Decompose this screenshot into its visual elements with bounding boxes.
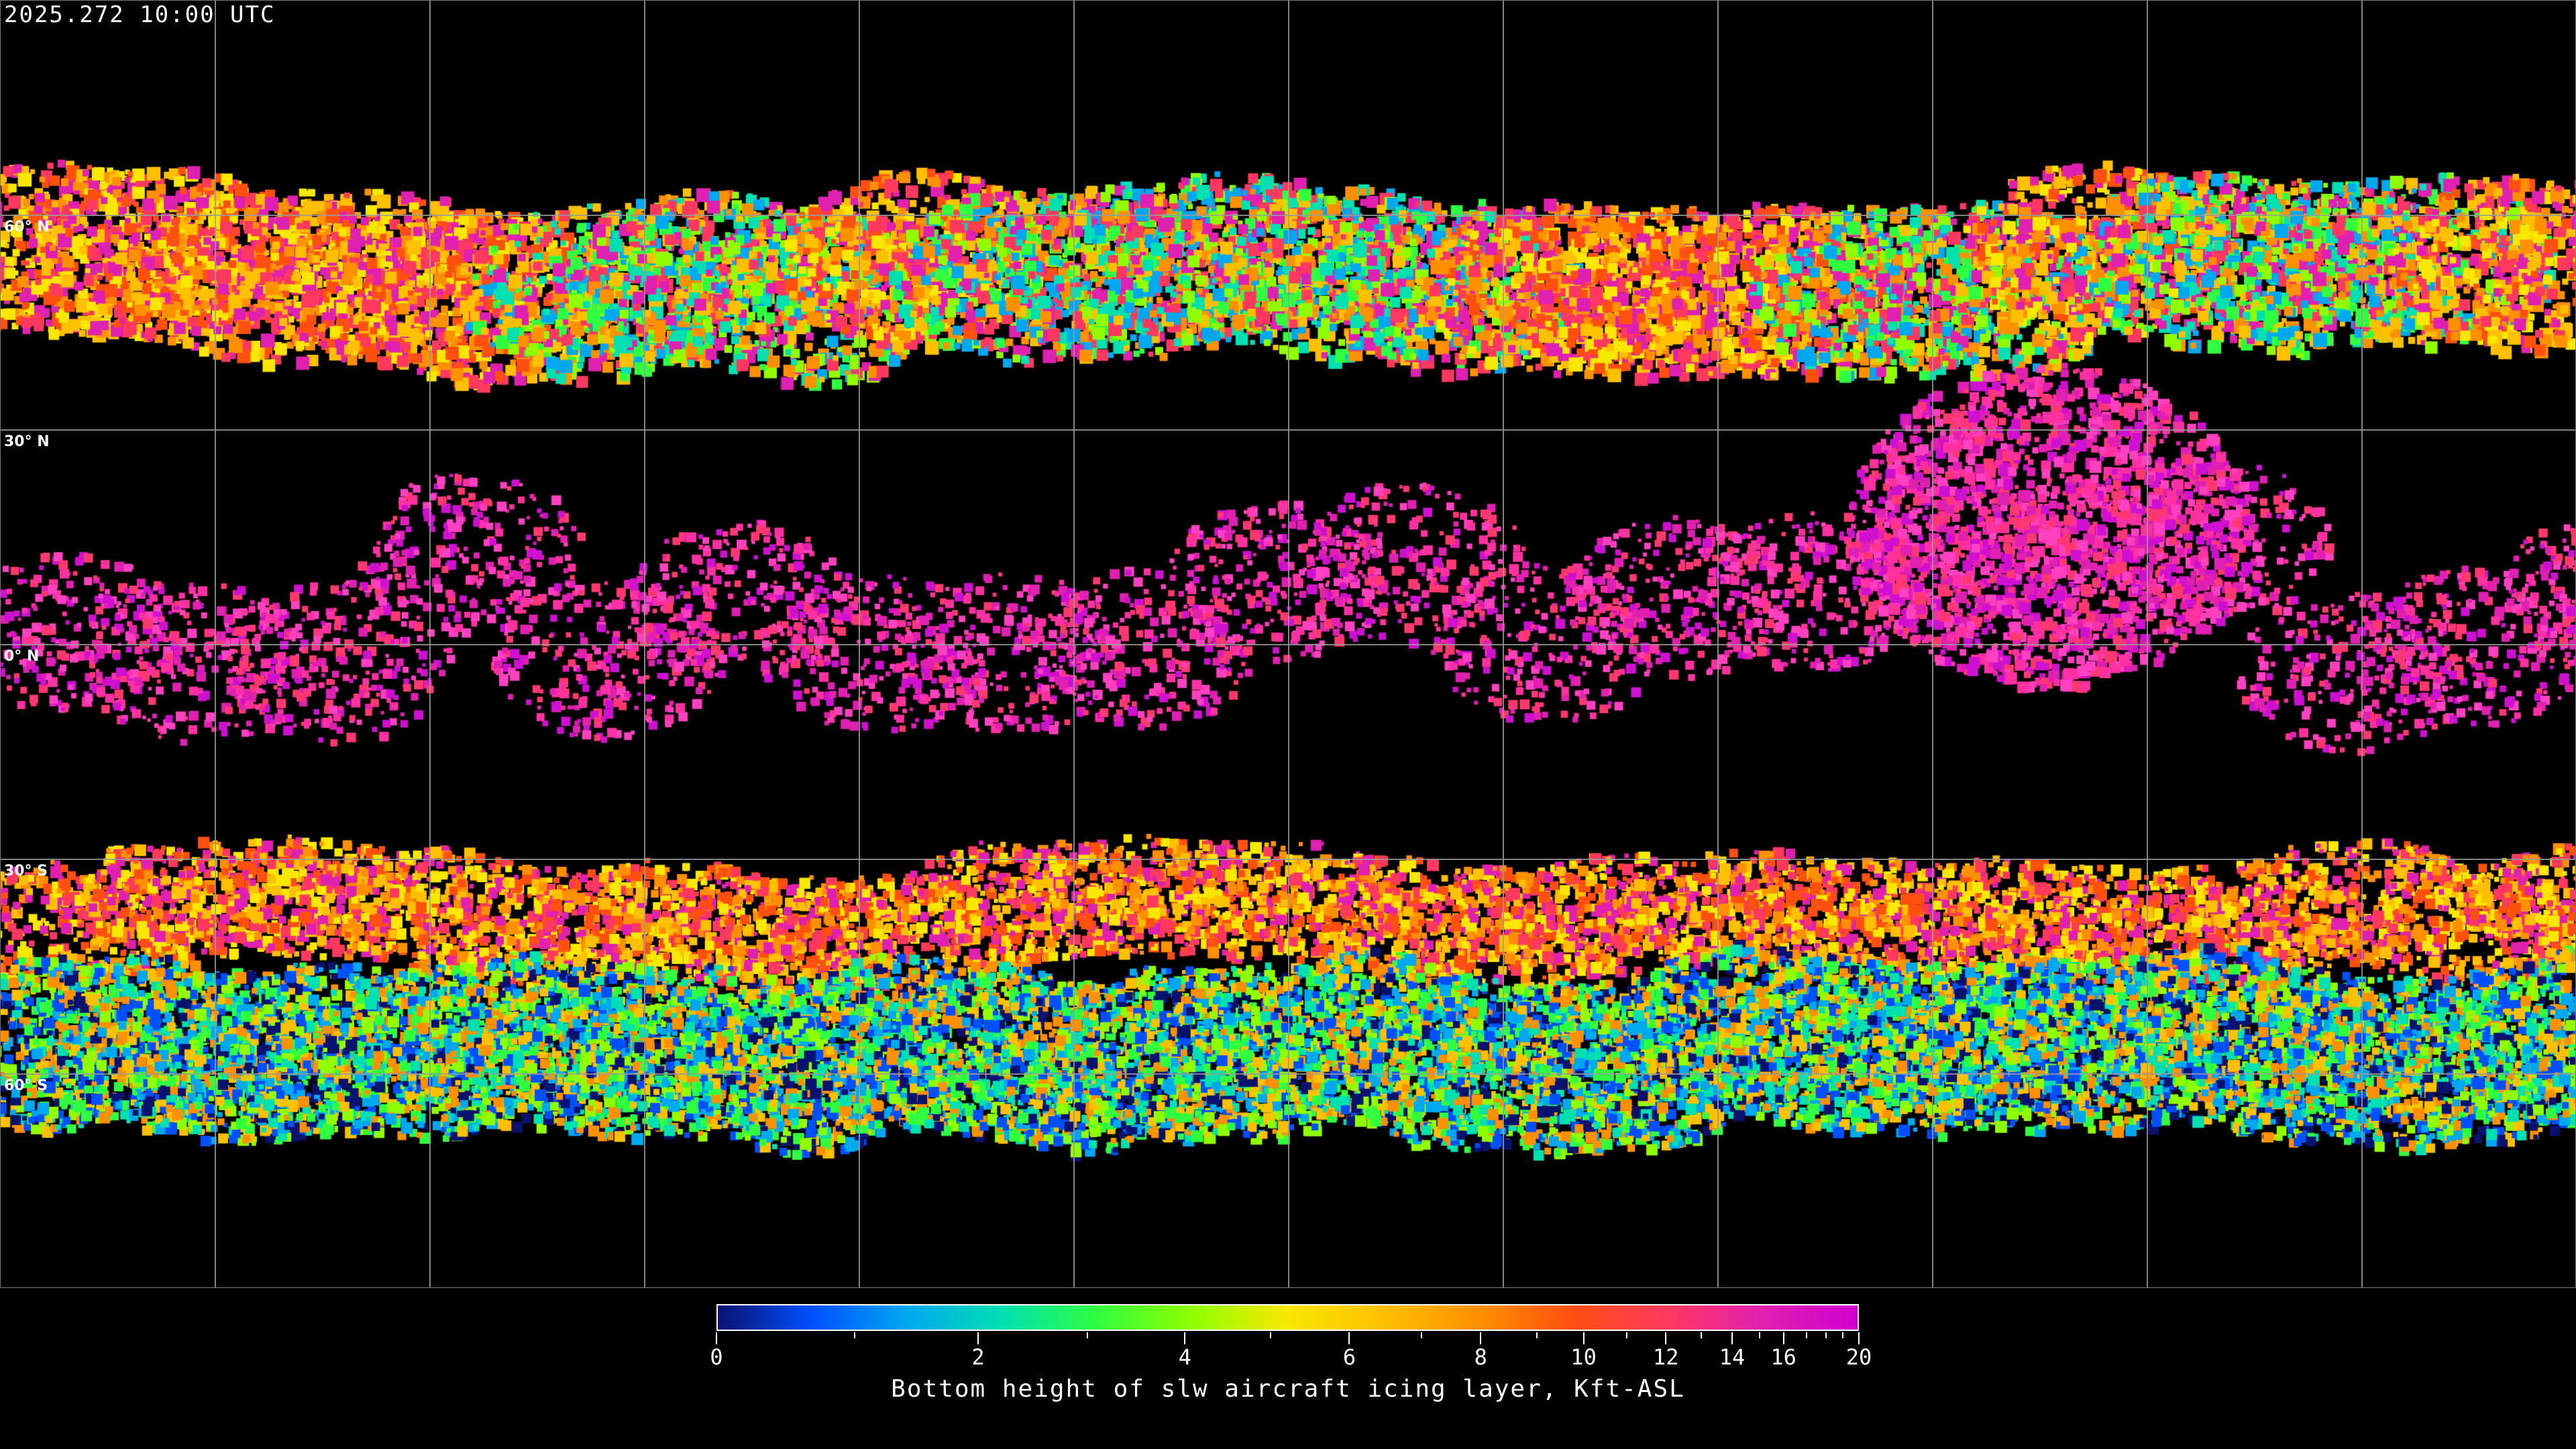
- colorbar-major-tick: [977, 1332, 979, 1344]
- colorbar-tick-label: 0: [710, 1344, 723, 1370]
- colorbar-minor-tick: [1536, 1332, 1538, 1338]
- colorbar-major-tick: [1480, 1332, 1482, 1344]
- colorbar-minor-tick: [1626, 1332, 1628, 1338]
- latitude-label: 60° S: [4, 1077, 48, 1094]
- latitude-line: [0, 1073, 2576, 1075]
- colorbar-major-tick: [1782, 1332, 1784, 1344]
- colorbar: [716, 1304, 1859, 1331]
- colorbar-major-tick: [1348, 1332, 1350, 1344]
- latitude-line: [0, 644, 2576, 645]
- latitude-label: 30° N: [4, 433, 50, 450]
- colorbar-tick-label: 2: [971, 1344, 985, 1370]
- latitude-label: 60° N: [4, 219, 50, 235]
- colorbar-minor-tick: [1087, 1332, 1089, 1338]
- latitude-label: 0° N: [4, 648, 40, 665]
- colorbar-tick-label: 20: [1845, 1344, 1872, 1370]
- colorbar-major-tick: [1184, 1332, 1186, 1344]
- colorbar-title: Bottom height of slw aircraft icing laye…: [891, 1375, 1685, 1403]
- colorbar-minor-tick: [854, 1332, 856, 1338]
- latitude-line: [0, 215, 2576, 216]
- latitude-line: [0, 429, 2576, 431]
- colorbar-minor-tick: [1420, 1332, 1422, 1338]
- colorbar-major-tick: [1731, 1332, 1733, 1344]
- colorbar-minor-tick: [1825, 1332, 1827, 1338]
- colorbar-major-tick: [1582, 1332, 1585, 1344]
- colorbar-tick-label: 4: [1178, 1344, 1191, 1370]
- colorbar-major-tick: [1665, 1332, 1667, 1344]
- latitude-label: 30° S: [4, 863, 48, 879]
- colorbar-minor-tick: [1805, 1332, 1807, 1338]
- timestamp-title: 2025.272 10:00 UTC: [4, 1, 276, 28]
- colorbar-minor-tick: [1269, 1332, 1271, 1338]
- colorbar-major-tick: [1858, 1332, 1860, 1344]
- colorbar-tick-label: 14: [1719, 1344, 1746, 1370]
- colorbar-minor-tick: [1842, 1332, 1844, 1338]
- colorbar-tick-label: 12: [1652, 1344, 1679, 1370]
- colorbar-tick-label: 8: [1474, 1344, 1487, 1370]
- colorbar-major-tick: [716, 1332, 717, 1344]
- colorbar-minor-tick: [1758, 1332, 1760, 1338]
- colorbar-tick-label: 6: [1342, 1344, 1356, 1370]
- latitude-line: [0, 859, 2576, 860]
- colorbar-minor-tick: [1700, 1332, 1702, 1338]
- colorbar-tick-label: 10: [1570, 1344, 1597, 1370]
- colorbar-tick-label: 16: [1770, 1344, 1796, 1370]
